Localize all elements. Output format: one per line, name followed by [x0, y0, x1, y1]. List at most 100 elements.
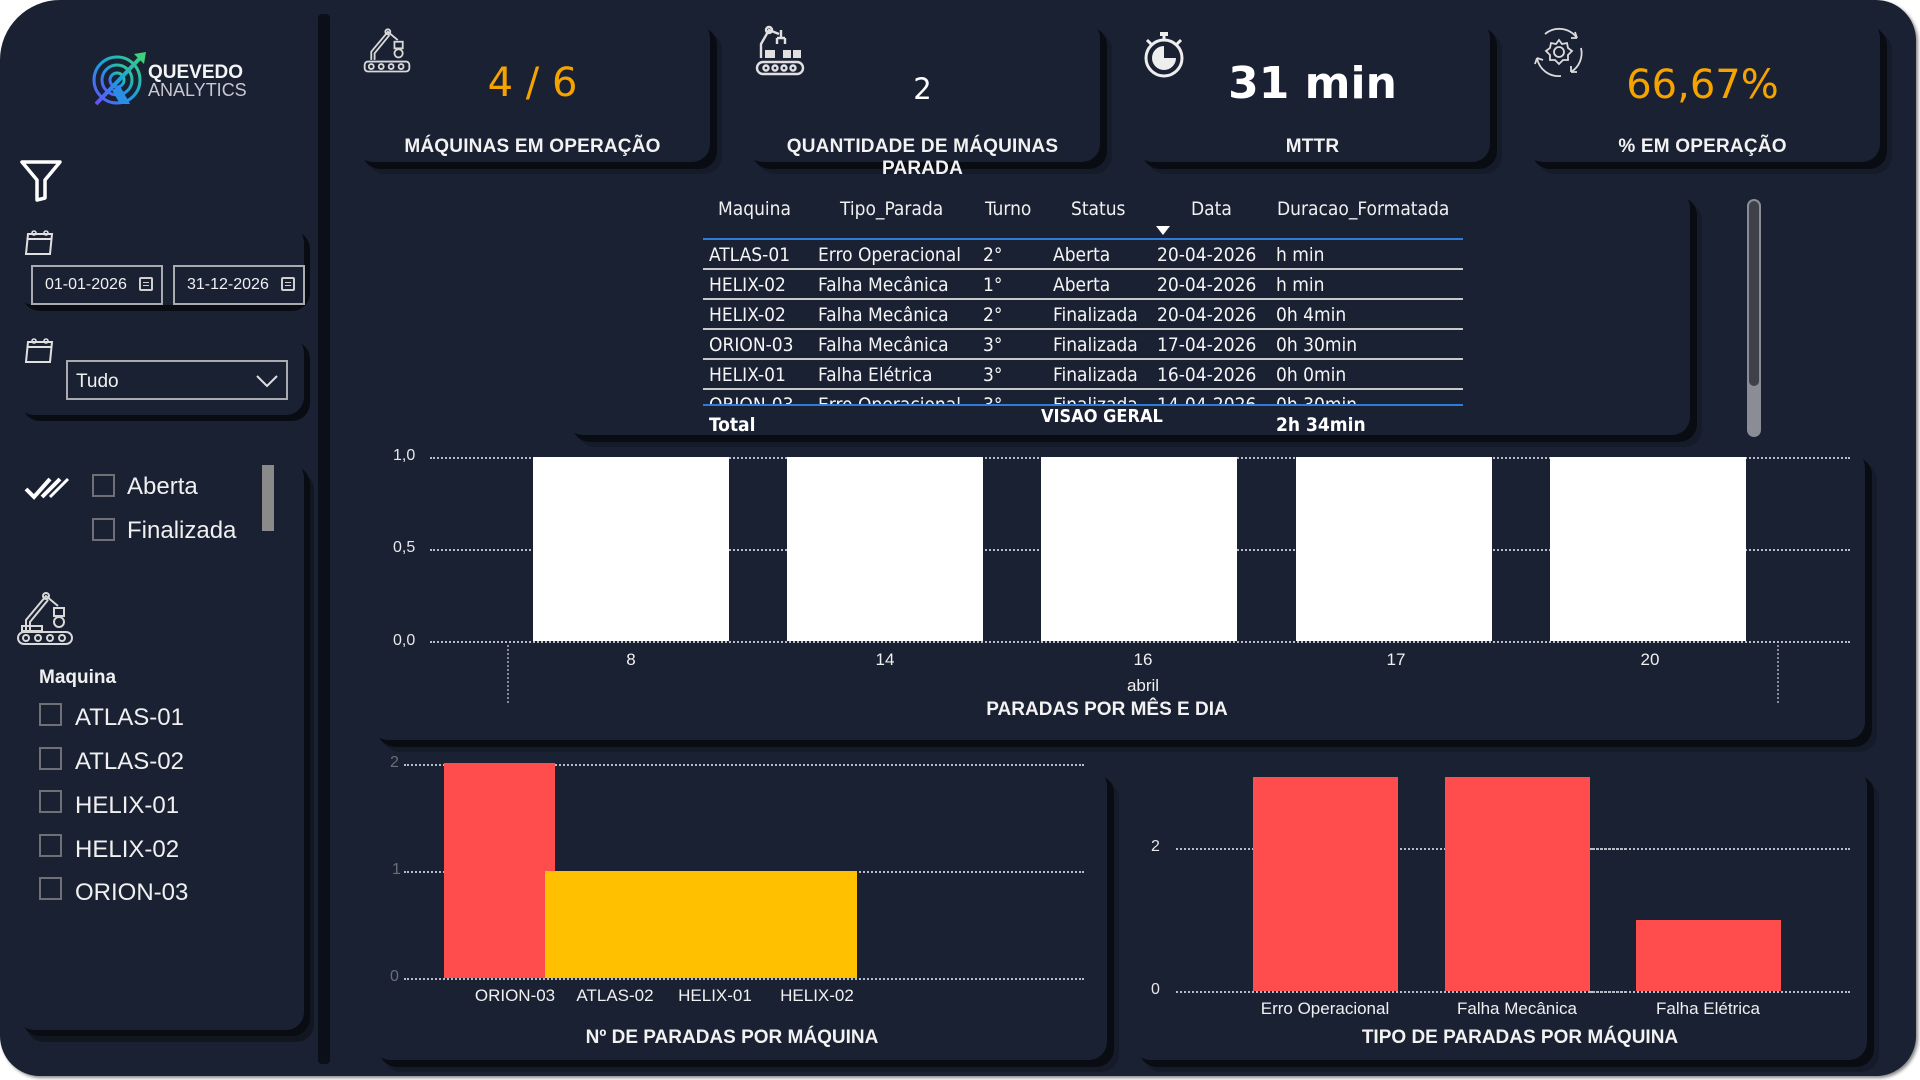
cell-status: Finalizada [1053, 394, 1138, 404]
cell-maquina: ATLAS-01 [709, 244, 791, 266]
axis-divider [507, 645, 509, 703]
status-list-scrollbar[interactable] [262, 465, 274, 531]
kpi-label: % EM OPERAÇÃO [1618, 136, 1787, 157]
period-filter-card [16, 335, 304, 415]
y-tick: 0,0 [393, 632, 416, 649]
column-header-status[interactable]: Status [1071, 198, 1126, 220]
cell-duracao: 0h 4min [1276, 304, 1347, 326]
date-end-input[interactable]: 31-12-2026 [173, 265, 305, 305]
column-header-turno[interactable]: Turno [985, 198, 1032, 220]
cell-data: 20-04-2026 [1157, 304, 1257, 326]
bar-helix-01[interactable] [645, 871, 756, 978]
chart-title: Nº DE PARADAS POR MÁQUINA [585, 1027, 879, 1048]
cell-data: 20-04-2026 [1157, 274, 1257, 296]
bar-orion-03[interactable] [444, 763, 555, 978]
gridline [404, 978, 1084, 980]
bar-atlas-02[interactable] [545, 871, 656, 978]
checkbox[interactable] [39, 834, 62, 857]
brand-logo: QUEVEDO ANALYTICS [90, 50, 260, 110]
total-value: 2h 34min [1276, 414, 1366, 436]
table-row[interactable]: HELIX-02 Falha Mecânica 2° Finalizada 20… [703, 300, 1463, 330]
cell-turno: 1° [983, 274, 1003, 296]
axis-divider [1777, 645, 1779, 703]
cell-status: Aberta [1053, 244, 1111, 266]
machine-option-label: ATLAS-01 [75, 704, 184, 731]
status-option-label: Finalizada [127, 517, 237, 544]
date-picker-icon[interactable] [139, 277, 153, 291]
robot-arm-conveyor-icon [363, 28, 411, 73]
bar-falha-eletrica[interactable] [1636, 920, 1781, 991]
cell-status: Finalizada [1053, 334, 1138, 356]
kpi-label: MTTR [1285, 136, 1340, 157]
chevron-down-icon [256, 375, 278, 388]
gridline [430, 641, 1850, 643]
x-tick: Falha Mecânica [1456, 999, 1577, 1018]
date-picker-icon[interactable] [281, 277, 295, 291]
scrollbar-thumb[interactable] [1749, 201, 1759, 386]
table-row[interactable]: ATLAS-01 Erro Operacional 2° Aberta 20-0… [703, 240, 1463, 270]
brand-name-line1: QUEVEDO [148, 62, 244, 83]
kpi-value: 2 [913, 72, 932, 106]
gear-cycle-icon [1534, 27, 1583, 77]
bar-day-14[interactable] [787, 457, 983, 641]
cell-data: 20-04-2026 [1157, 244, 1257, 266]
machine-filter-title: Maquina [39, 667, 117, 688]
cell-duracao: 0h 0min [1276, 364, 1347, 386]
column-header-tipo-parada[interactable]: Tipo_Parada [840, 198, 944, 220]
machine-option-label: HELIX-02 [75, 836, 180, 863]
assembly-line-icon [755, 25, 805, 76]
x-tick: Erro Operacional [1260, 999, 1390, 1018]
status-filter-card [16, 460, 304, 1030]
y-tick: 0 [390, 968, 399, 985]
bar-day-17[interactable] [1296, 457, 1492, 641]
table-row[interactable]: ORION-03 Falha Mecânica 3° Finalizada 17… [703, 330, 1463, 360]
date-start-input[interactable]: 01-01-2026 [31, 265, 163, 305]
bar-day-8[interactable] [533, 457, 729, 641]
cell-maquina: ORION-03 [709, 394, 794, 404]
cell-data: 16-04-2026 [1157, 364, 1257, 386]
checkbox[interactable] [39, 877, 62, 900]
bar-helix-02[interactable] [746, 871, 857, 978]
status-option-label: Aberta [127, 473, 198, 500]
bar-erro-operacional[interactable] [1253, 777, 1398, 991]
column-header-data[interactable]: Data [1191, 198, 1232, 220]
checkbox[interactable] [92, 474, 115, 497]
header-divider [703, 238, 1463, 240]
period-dropdown[interactable]: Tudo [66, 360, 288, 400]
kpi-label: MÁQUINAS EM OPERAÇÃO [404, 136, 661, 157]
column-header-maquina[interactable]: Maquina [718, 198, 791, 220]
kpi-card-operation-percent: 66,67% % EM OPERAÇÃO [1525, 20, 1880, 162]
gridline [1176, 848, 1626, 850]
cell-duracao: 0h 30min [1276, 394, 1357, 404]
sort-descending-icon[interactable] [1156, 226, 1170, 236]
cell-status: Finalizada [1053, 364, 1138, 386]
x-tick: 20 [1640, 650, 1660, 669]
cell-tipo: Falha Mecânica [818, 304, 949, 326]
kpi-card-stopped-machines: 2 QUANTIDADE DE MÁQUINAS PARADA [745, 20, 1100, 179]
bar-day-20[interactable] [1550, 457, 1746, 641]
table-scrollbar[interactable] [1747, 199, 1761, 437]
table-row[interactable]: HELIX-01 Falha Elétrica 3° Finalizada 16… [703, 360, 1463, 390]
checkbox[interactable] [92, 518, 115, 541]
column-header-duracao[interactable]: Duracao_Formatada [1277, 198, 1450, 220]
date-end-value: 31-12-2026 [187, 276, 269, 293]
cell-status: Aberta [1053, 274, 1111, 296]
calendar-icon [24, 338, 54, 363]
cell-turno: 2° [983, 244, 1003, 266]
cell-maquina: HELIX-01 [709, 364, 786, 386]
checkbox[interactable] [39, 703, 62, 726]
cell-duracao: h min [1276, 274, 1325, 296]
machine-option-label: ORION-03 [75, 879, 189, 906]
kpi-value: 4 / 6 [487, 60, 578, 106]
kpi-value: 66,67% [1626, 62, 1779, 108]
table-row[interactable]: ORION-03 Erro Operacional 3° Finalizada … [703, 390, 1463, 404]
gridline [404, 764, 1084, 766]
cell-status: Finalizada [1053, 304, 1138, 326]
bar-day-16[interactable] [1041, 457, 1237, 641]
gridline [1176, 991, 1626, 993]
bar-falha-mecanica[interactable] [1445, 777, 1590, 991]
checkbox[interactable] [39, 747, 62, 770]
checkbox[interactable] [39, 790, 62, 813]
table-row[interactable]: HELIX-02 Falha Mecânica 1° Aberta 20-04-… [703, 270, 1463, 300]
